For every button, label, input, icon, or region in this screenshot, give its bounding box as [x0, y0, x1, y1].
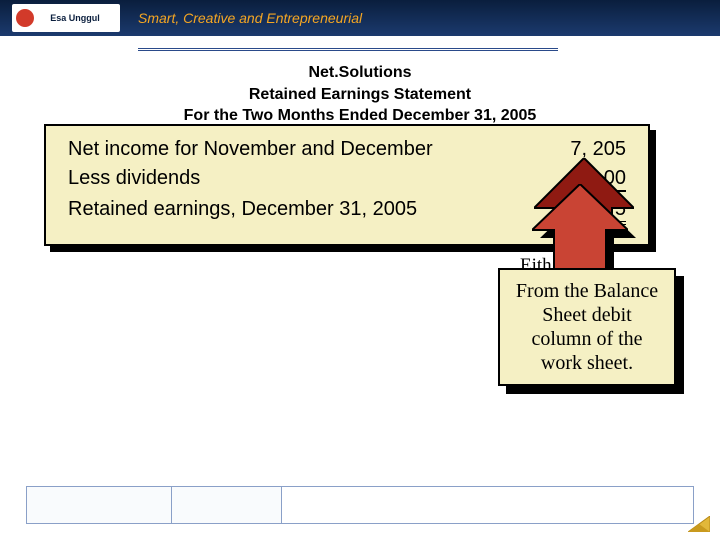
tagline: Smart, Creative and Entrepreneurial [138, 10, 362, 26]
stmt-label: Retained earnings, December 31, 2005 [68, 198, 417, 225]
title-line1: Net.Solutions [0, 62, 720, 84]
header-bar: Esa Unggul Smart, Creative and Entrepren… [0, 0, 720, 36]
stmt-label: Net income for November and December [68, 138, 433, 161]
stmt-row-net-income: Net income for November and December 7, … [68, 138, 626, 161]
header-underline [138, 48, 558, 51]
title-line2: Retained Earnings Statement [0, 84, 720, 106]
stmt-label: Less dividends [68, 167, 200, 192]
page-fold-icon [688, 516, 710, 532]
footer-bar-inner [26, 486, 172, 524]
logo-sun-icon [16, 9, 34, 27]
logo-text: Esa Unggul [50, 13, 100, 23]
stmt-value: 7, 205 [570, 138, 626, 161]
callout-box: From the Balance Sheet debit column of t… [498, 268, 676, 386]
callout-arrow-icon [532, 184, 628, 270]
title-block: Net.Solutions Retained Earnings Statemen… [0, 62, 720, 127]
callout-text: From the Balance Sheet debit column of t… [510, 279, 664, 375]
logo: Esa Unggul [12, 4, 120, 32]
